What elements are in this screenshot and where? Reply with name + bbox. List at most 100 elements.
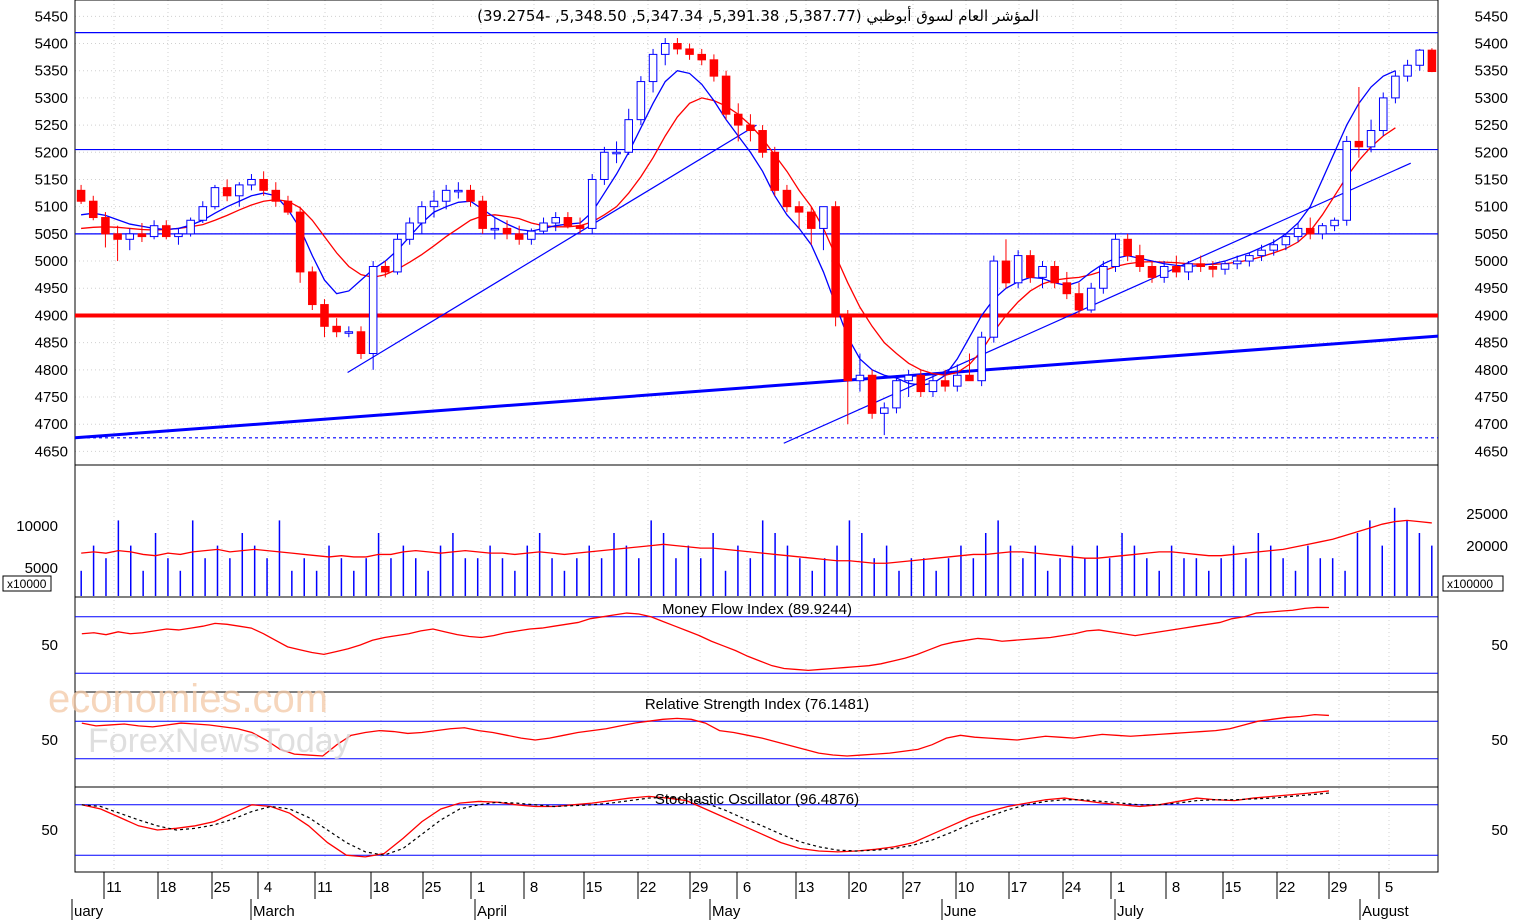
volume-tick-left: 5000 <box>25 560 58 577</box>
candle-body <box>527 230 536 240</box>
candle-body <box>904 374 913 382</box>
candle-body <box>551 217 560 224</box>
candle-body <box>1257 249 1266 257</box>
candle-body <box>855 374 865 382</box>
x-tick-label: 1 <box>477 879 485 896</box>
candle-body <box>405 222 414 240</box>
candle-body <box>746 124 755 132</box>
gridlines <box>75 0 1438 872</box>
candle-body <box>125 233 135 240</box>
candle-body <box>1391 75 1400 99</box>
candle-body <box>76 189 86 202</box>
candle-body <box>247 178 256 186</box>
rsi-title: Relative Strength Index (76.1481) <box>645 696 869 713</box>
stochastic-tick-left: 50 <box>41 822 58 839</box>
panel-frame-0 <box>74 0 1439 466</box>
candle-body <box>271 189 281 202</box>
candle-body <box>953 374 962 387</box>
price-tick-left: 5350 <box>35 63 68 80</box>
candle-body <box>478 200 487 229</box>
x-tick-label: 22 <box>640 879 657 896</box>
candle-body <box>685 48 694 55</box>
volume-multiplier-left: x10000 <box>7 577 47 591</box>
watermark-forexnewstoday: ForexNewsToday <box>88 722 351 760</box>
candle-body <box>648 53 658 83</box>
price-tick-right: 4800 <box>1475 362 1508 379</box>
x-tick-label: 15 <box>586 879 603 896</box>
x-tick-label: 5 <box>1385 879 1393 896</box>
candle-body <box>600 151 609 180</box>
volume-ma-line <box>81 519 1432 564</box>
price-panel <box>74 32 1439 444</box>
candle-body <box>308 271 317 306</box>
stochastic-line <box>81 790 1330 858</box>
x-tick-label: 18 <box>373 879 390 896</box>
price-tick-left: 4850 <box>35 335 68 352</box>
candle-body <box>928 380 938 393</box>
stochastic-title: Stochastic Oscillator (96.4876) <box>655 791 859 808</box>
chart-title: المؤشر العام لسوق أبوظبي (5,387.77, 5,39… <box>477 6 1039 26</box>
x-tick-label: 6 <box>743 879 751 896</box>
candle-body <box>977 336 986 382</box>
candle-body <box>502 227 512 235</box>
candle-body <box>381 265 390 273</box>
mfi-line <box>81 606 1329 672</box>
candle-body <box>782 189 792 208</box>
volume-multiplier-left-box <box>2 575 52 592</box>
volume-tick-right: 20000 <box>1466 538 1508 555</box>
volume-multiplier-right: x100000 <box>1447 577 1493 591</box>
candle-body <box>575 225 585 229</box>
candle-body <box>454 189 463 193</box>
price-tick-left: 5250 <box>35 117 68 134</box>
candle-body <box>1281 236 1291 246</box>
month-label: August <box>1362 903 1410 920</box>
candle-body <box>1403 64 1412 77</box>
x-tick-label: 25 <box>425 879 442 896</box>
candle-body <box>989 260 999 338</box>
candle-body <box>441 189 451 202</box>
price-tick-right: 5300 <box>1475 90 1508 107</box>
candle-body <box>332 325 341 333</box>
x-tick-label: 11 <box>317 879 333 896</box>
candle-body <box>101 217 110 235</box>
month-label: uary <box>74 903 104 920</box>
x-tick-label: 24 <box>1065 879 1082 896</box>
x-tick-label: 4 <box>264 879 272 896</box>
candle-body <box>1305 227 1315 235</box>
candle-body <box>1026 255 1035 278</box>
month-label: April <box>477 903 507 920</box>
watermark-economies: economies.com <box>48 677 328 721</box>
candle-body <box>1366 130 1376 148</box>
candle-body <box>344 331 354 334</box>
price-tick-right: 4700 <box>1475 416 1508 433</box>
candle-body <box>1135 255 1145 267</box>
price-tick-right: 4650 <box>1475 443 1508 460</box>
candle-body <box>198 206 208 221</box>
candle-body <box>636 81 646 121</box>
candle-body <box>940 380 950 387</box>
x-tick-label: 1 <box>1117 879 1125 896</box>
trend-line <box>783 162 1411 444</box>
candle-body <box>965 374 974 382</box>
candle-body <box>806 211 816 229</box>
candle-body <box>222 187 232 197</box>
candle-body <box>1342 140 1352 221</box>
stochastic-panel: Stochastic Oscillator (96.4876) <box>75 790 1438 858</box>
candle-body <box>1099 265 1108 289</box>
candle-body <box>1062 282 1072 295</box>
candle-body <box>1245 255 1254 262</box>
price-tick-left: 5150 <box>35 171 68 188</box>
price-tick-left: 4650 <box>35 443 68 460</box>
candle-body <box>137 233 147 238</box>
candle-body <box>892 380 901 409</box>
candle-body <box>794 206 804 213</box>
candle-body <box>235 184 244 197</box>
x-tick-label: 17 <box>1011 879 1028 896</box>
volume-panel <box>80 507 1433 596</box>
price-tick-right: 4950 <box>1475 280 1508 297</box>
month-label: June <box>944 903 977 920</box>
x-tick-label: 13 <box>798 879 815 896</box>
x-tick-label: 27 <box>905 879 922 896</box>
x-tick-label: 25 <box>214 879 231 896</box>
candle-body <box>417 206 427 224</box>
